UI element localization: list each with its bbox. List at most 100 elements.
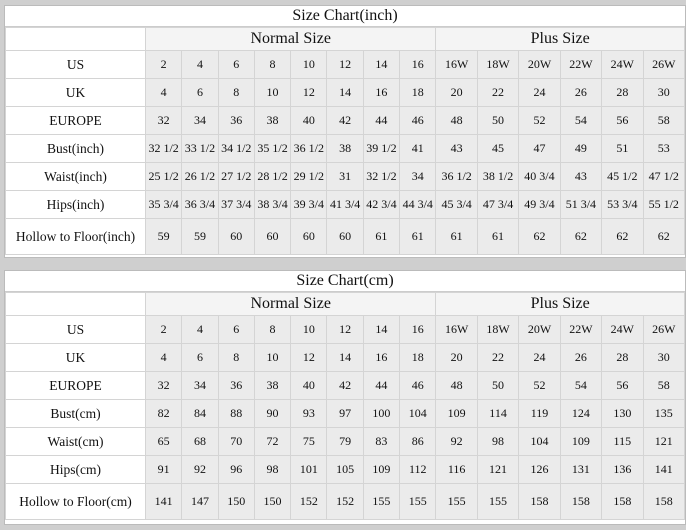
size-cell: 56	[601, 106, 644, 135]
size-cell: 14	[362, 50, 401, 79]
size-cell: 40	[290, 106, 328, 135]
group-header-row: Normal Size Plus Size	[5, 292, 685, 316]
size-cell: 155	[435, 483, 478, 520]
size-cell: 32	[144, 371, 183, 400]
size-cell: 42	[326, 106, 364, 135]
size-cell: 147	[181, 483, 219, 520]
size-cell: 24	[518, 78, 561, 107]
size-cell: 8	[253, 50, 292, 79]
size-cell: 26W	[642, 50, 686, 79]
size-cell: 52	[518, 371, 561, 400]
size-cell: 10	[253, 78, 292, 107]
size-cell: 24W	[601, 50, 644, 79]
size-cell: 116	[435, 455, 478, 484]
size-cell: 2	[144, 50, 183, 79]
size-cell: 100	[362, 399, 401, 428]
size-cell: 155	[362, 483, 401, 520]
size-cell: 22W	[559, 50, 603, 79]
size-cell: 20	[435, 343, 478, 372]
size-table: Normal Size Plus Size US 2 4 6 8 10 12 14 16 16W 18W…	[5, 27, 686, 255]
size-cell: 6	[217, 315, 255, 344]
size-cell: 16	[399, 50, 437, 79]
table-row: UK 4 6 8 10 12 14 16 18 20 22 24 26 28 30	[5, 78, 686, 107]
row-label: US	[5, 315, 146, 344]
normal-size-header: Normal Size	[144, 292, 437, 316]
table-row: Waist(inch) 25 1/2 26 1/2 27 1/2 28 1/2 29 1/…	[5, 162, 686, 191]
plus-size-header: Plus Size	[435, 292, 685, 316]
chart-title: Size Chart(inch)	[5, 6, 685, 27]
row-label: Waist(cm)	[5, 427, 146, 456]
size-cell: 50	[476, 371, 520, 400]
size-cell: 8	[217, 78, 255, 107]
size-cell: 131	[559, 455, 603, 484]
size-cell: 61	[476, 218, 520, 255]
size-cell: 4	[144, 78, 183, 107]
size-cell: 40 3/4	[518, 162, 561, 191]
size-cell: 58	[642, 106, 686, 135]
size-cell: 28	[601, 78, 644, 107]
size-cell: 22	[476, 343, 520, 372]
size-cell: 61	[362, 218, 401, 255]
size-cell: 34 1/2	[217, 134, 255, 163]
size-cell: 34	[181, 106, 219, 135]
size-cell: 28 1/2	[253, 162, 292, 191]
size-cell: 101	[290, 455, 328, 484]
size-cell: 104	[399, 399, 437, 428]
size-cell: 45 3/4	[435, 190, 478, 219]
size-cell: 68	[181, 427, 219, 456]
size-cell: 84	[181, 399, 219, 428]
size-cell: 2	[144, 315, 183, 344]
size-cell: 31	[326, 162, 364, 191]
size-cell: 60	[253, 218, 292, 255]
size-cell: 109	[559, 427, 603, 456]
size-cell: 70	[217, 427, 255, 456]
size-table: Normal Size Plus Size US 2 4 6 8 10 12 14 16 16W 18W…	[5, 292, 686, 520]
size-cell: 39 3/4	[290, 190, 328, 219]
size-cell: 35 1/2	[253, 134, 292, 163]
size-cell: 28	[601, 343, 644, 372]
size-cell: 60	[290, 218, 328, 255]
table-row: US 2 4 6 8 10 12 14 16 16W 18W 20W 22W 24W 26W	[5, 50, 686, 79]
size-cell: 124	[559, 399, 603, 428]
table-row: Hips(cm) 91 92 96 98 101 105 109 112 116 121 126 131…	[5, 455, 686, 484]
size-cell: 47 1/2	[642, 162, 686, 191]
normal-size-header: Normal Size	[144, 27, 437, 51]
size-cell: 97	[326, 399, 364, 428]
size-cell: 48	[435, 106, 478, 135]
blank-cell	[5, 27, 146, 51]
size-cell: 155	[476, 483, 520, 520]
table-row: UK 4 6 8 10 12 14 16 18 20 22 24 26 28 30	[5, 343, 686, 372]
size-cell: 65	[144, 427, 183, 456]
size-cell: 53	[642, 134, 686, 163]
size-cell: 18W	[476, 50, 520, 79]
size-cell: 60	[326, 218, 364, 255]
size-cell: 47	[518, 134, 561, 163]
size-cell: 79	[326, 427, 364, 456]
size-cell: 10	[290, 50, 328, 79]
size-cell: 24W	[601, 315, 644, 344]
size-cell: 45 1/2	[601, 162, 644, 191]
size-cell: 130	[601, 399, 644, 428]
size-cell: 46	[399, 106, 437, 135]
size-cell: 10	[290, 315, 328, 344]
size-cell: 48	[435, 371, 478, 400]
size-cell: 14	[326, 78, 364, 107]
size-cell: 47 3/4	[476, 190, 520, 219]
size-cell: 26	[559, 343, 603, 372]
size-cell: 91	[144, 455, 183, 484]
size-cell: 16W	[435, 50, 478, 79]
size-cell: 62	[559, 218, 603, 255]
size-cell: 115	[601, 427, 644, 456]
row-label: UK	[5, 78, 146, 107]
size-cell: 61	[435, 218, 478, 255]
size-cell: 114	[476, 399, 520, 428]
row-label: US	[5, 50, 146, 79]
size-cell: 25 1/2	[144, 162, 183, 191]
size-cell: 14	[362, 315, 401, 344]
size-cell: 88	[217, 399, 255, 428]
size-cell: 56	[601, 371, 644, 400]
size-cell: 18W	[476, 315, 520, 344]
size-cell: 34	[181, 371, 219, 400]
plus-size-header: Plus Size	[435, 27, 685, 51]
size-cell: 41 3/4	[326, 190, 364, 219]
